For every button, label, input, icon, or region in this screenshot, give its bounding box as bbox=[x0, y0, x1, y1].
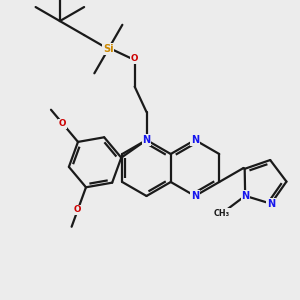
Text: O: O bbox=[131, 54, 138, 63]
Text: N: N bbox=[142, 135, 151, 145]
Text: Si: Si bbox=[103, 44, 114, 54]
Text: N: N bbox=[267, 199, 275, 209]
Text: N: N bbox=[191, 191, 199, 201]
Text: N: N bbox=[241, 191, 249, 201]
Text: N: N bbox=[191, 135, 199, 145]
Text: CH₃: CH₃ bbox=[214, 209, 230, 218]
Text: O: O bbox=[74, 205, 82, 214]
Text: O: O bbox=[59, 119, 66, 128]
